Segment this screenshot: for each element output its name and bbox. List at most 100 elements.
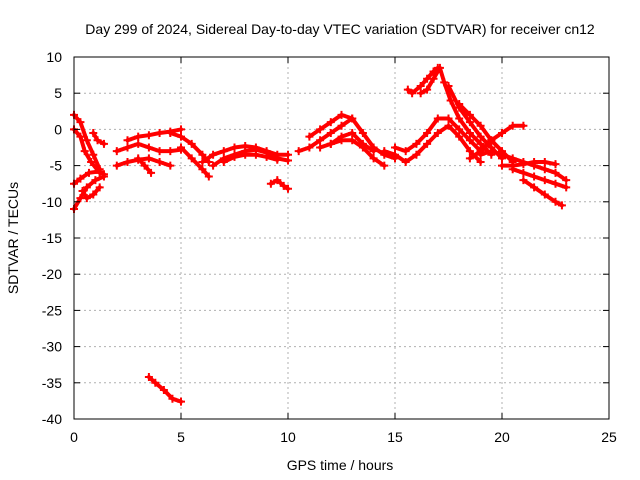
data-point <box>412 139 421 148</box>
data-point <box>423 85 432 94</box>
data-point <box>562 176 571 185</box>
data-point <box>540 176 549 185</box>
data-traces <box>70 63 571 406</box>
data-point <box>123 143 132 152</box>
series-trace-12 <box>166 129 213 166</box>
data-point <box>230 143 239 152</box>
x-tick-label: 5 <box>177 429 185 445</box>
series-trace-11 <box>144 373 185 406</box>
data-point <box>444 81 453 90</box>
data-point <box>204 172 213 181</box>
data-point <box>416 81 425 90</box>
y-tick-label: -25 <box>42 302 62 318</box>
data-point <box>151 378 160 387</box>
data-point <box>487 136 496 145</box>
data-point <box>337 110 346 119</box>
data-point <box>279 181 288 190</box>
data-point <box>487 147 496 156</box>
data-point <box>134 154 143 163</box>
data-point <box>262 152 271 161</box>
data-point <box>408 89 417 98</box>
data-point <box>84 168 93 177</box>
data-point <box>82 183 91 192</box>
data-point <box>519 176 528 185</box>
data-point <box>305 132 314 141</box>
data-point <box>348 136 357 145</box>
series-trace-08 <box>112 154 175 170</box>
data-point <box>78 186 87 195</box>
data-point <box>155 147 164 156</box>
x-tick-label: 10 <box>280 429 296 445</box>
data-point <box>251 150 260 159</box>
data-point <box>519 168 528 177</box>
data-point <box>198 157 207 166</box>
axis-ticks: 0 5 10 15 20 25 -40 -35 -30 -25 -20 -15 -10 -5 0 5 10 <box>42 49 617 445</box>
data-point <box>416 89 425 98</box>
series-trace-25 <box>416 63 496 159</box>
data-point <box>540 157 549 166</box>
data-point <box>80 147 89 156</box>
data-point <box>219 147 228 156</box>
data-point <box>551 168 560 177</box>
data-point <box>403 85 412 94</box>
data-point <box>551 179 560 188</box>
data-point <box>446 96 455 105</box>
x-tick-label: 20 <box>494 429 510 445</box>
data-point <box>401 157 410 166</box>
data-point <box>423 139 432 148</box>
data-point <box>219 157 228 166</box>
data-point <box>444 121 453 130</box>
series-line <box>268 178 290 191</box>
series-trace-05 <box>78 183 104 203</box>
series-trace-10 <box>134 154 156 177</box>
y-tick-label: 0 <box>54 121 62 137</box>
data-point <box>540 165 549 174</box>
y-tick-label: -20 <box>42 266 62 282</box>
data-point <box>305 143 314 152</box>
data-point <box>412 150 421 159</box>
data-point <box>294 147 303 156</box>
x-tick-label: 0 <box>70 429 78 445</box>
x-tick-label: 15 <box>387 429 403 445</box>
data-point <box>166 161 175 170</box>
data-point <box>391 150 399 159</box>
data-point <box>112 147 121 156</box>
series-trace-22 <box>380 121 485 166</box>
data-point <box>476 132 485 141</box>
data-point <box>476 150 485 159</box>
data-point <box>209 150 218 159</box>
data-point <box>465 136 474 145</box>
x-tick-label: 25 <box>601 429 617 445</box>
data-point <box>134 132 143 141</box>
y-tick-label: 10 <box>46 49 62 65</box>
data-point <box>423 129 432 138</box>
data-point <box>177 125 185 134</box>
data-point <box>112 161 121 170</box>
data-point <box>433 129 442 138</box>
data-point <box>519 121 528 130</box>
data-point <box>391 143 399 152</box>
data-point <box>380 161 389 170</box>
data-point <box>89 150 98 159</box>
data-point <box>177 397 185 406</box>
data-point <box>99 139 108 148</box>
data-point <box>348 129 357 138</box>
data-point <box>440 78 449 87</box>
data-point <box>530 183 539 192</box>
data-point <box>91 176 100 185</box>
series-trace-28 <box>465 121 528 163</box>
y-tick-label: -40 <box>42 411 62 427</box>
data-point <box>455 100 464 109</box>
data-point <box>551 160 560 169</box>
data-point <box>93 136 102 145</box>
series-trace-31 <box>508 165 571 192</box>
data-point <box>198 165 207 174</box>
series-trace-20 <box>316 136 389 170</box>
data-point <box>82 194 91 203</box>
data-point <box>508 154 517 163</box>
data-point <box>76 174 85 183</box>
data-point <box>316 143 325 152</box>
data-point <box>89 129 98 138</box>
data-point <box>155 157 164 166</box>
